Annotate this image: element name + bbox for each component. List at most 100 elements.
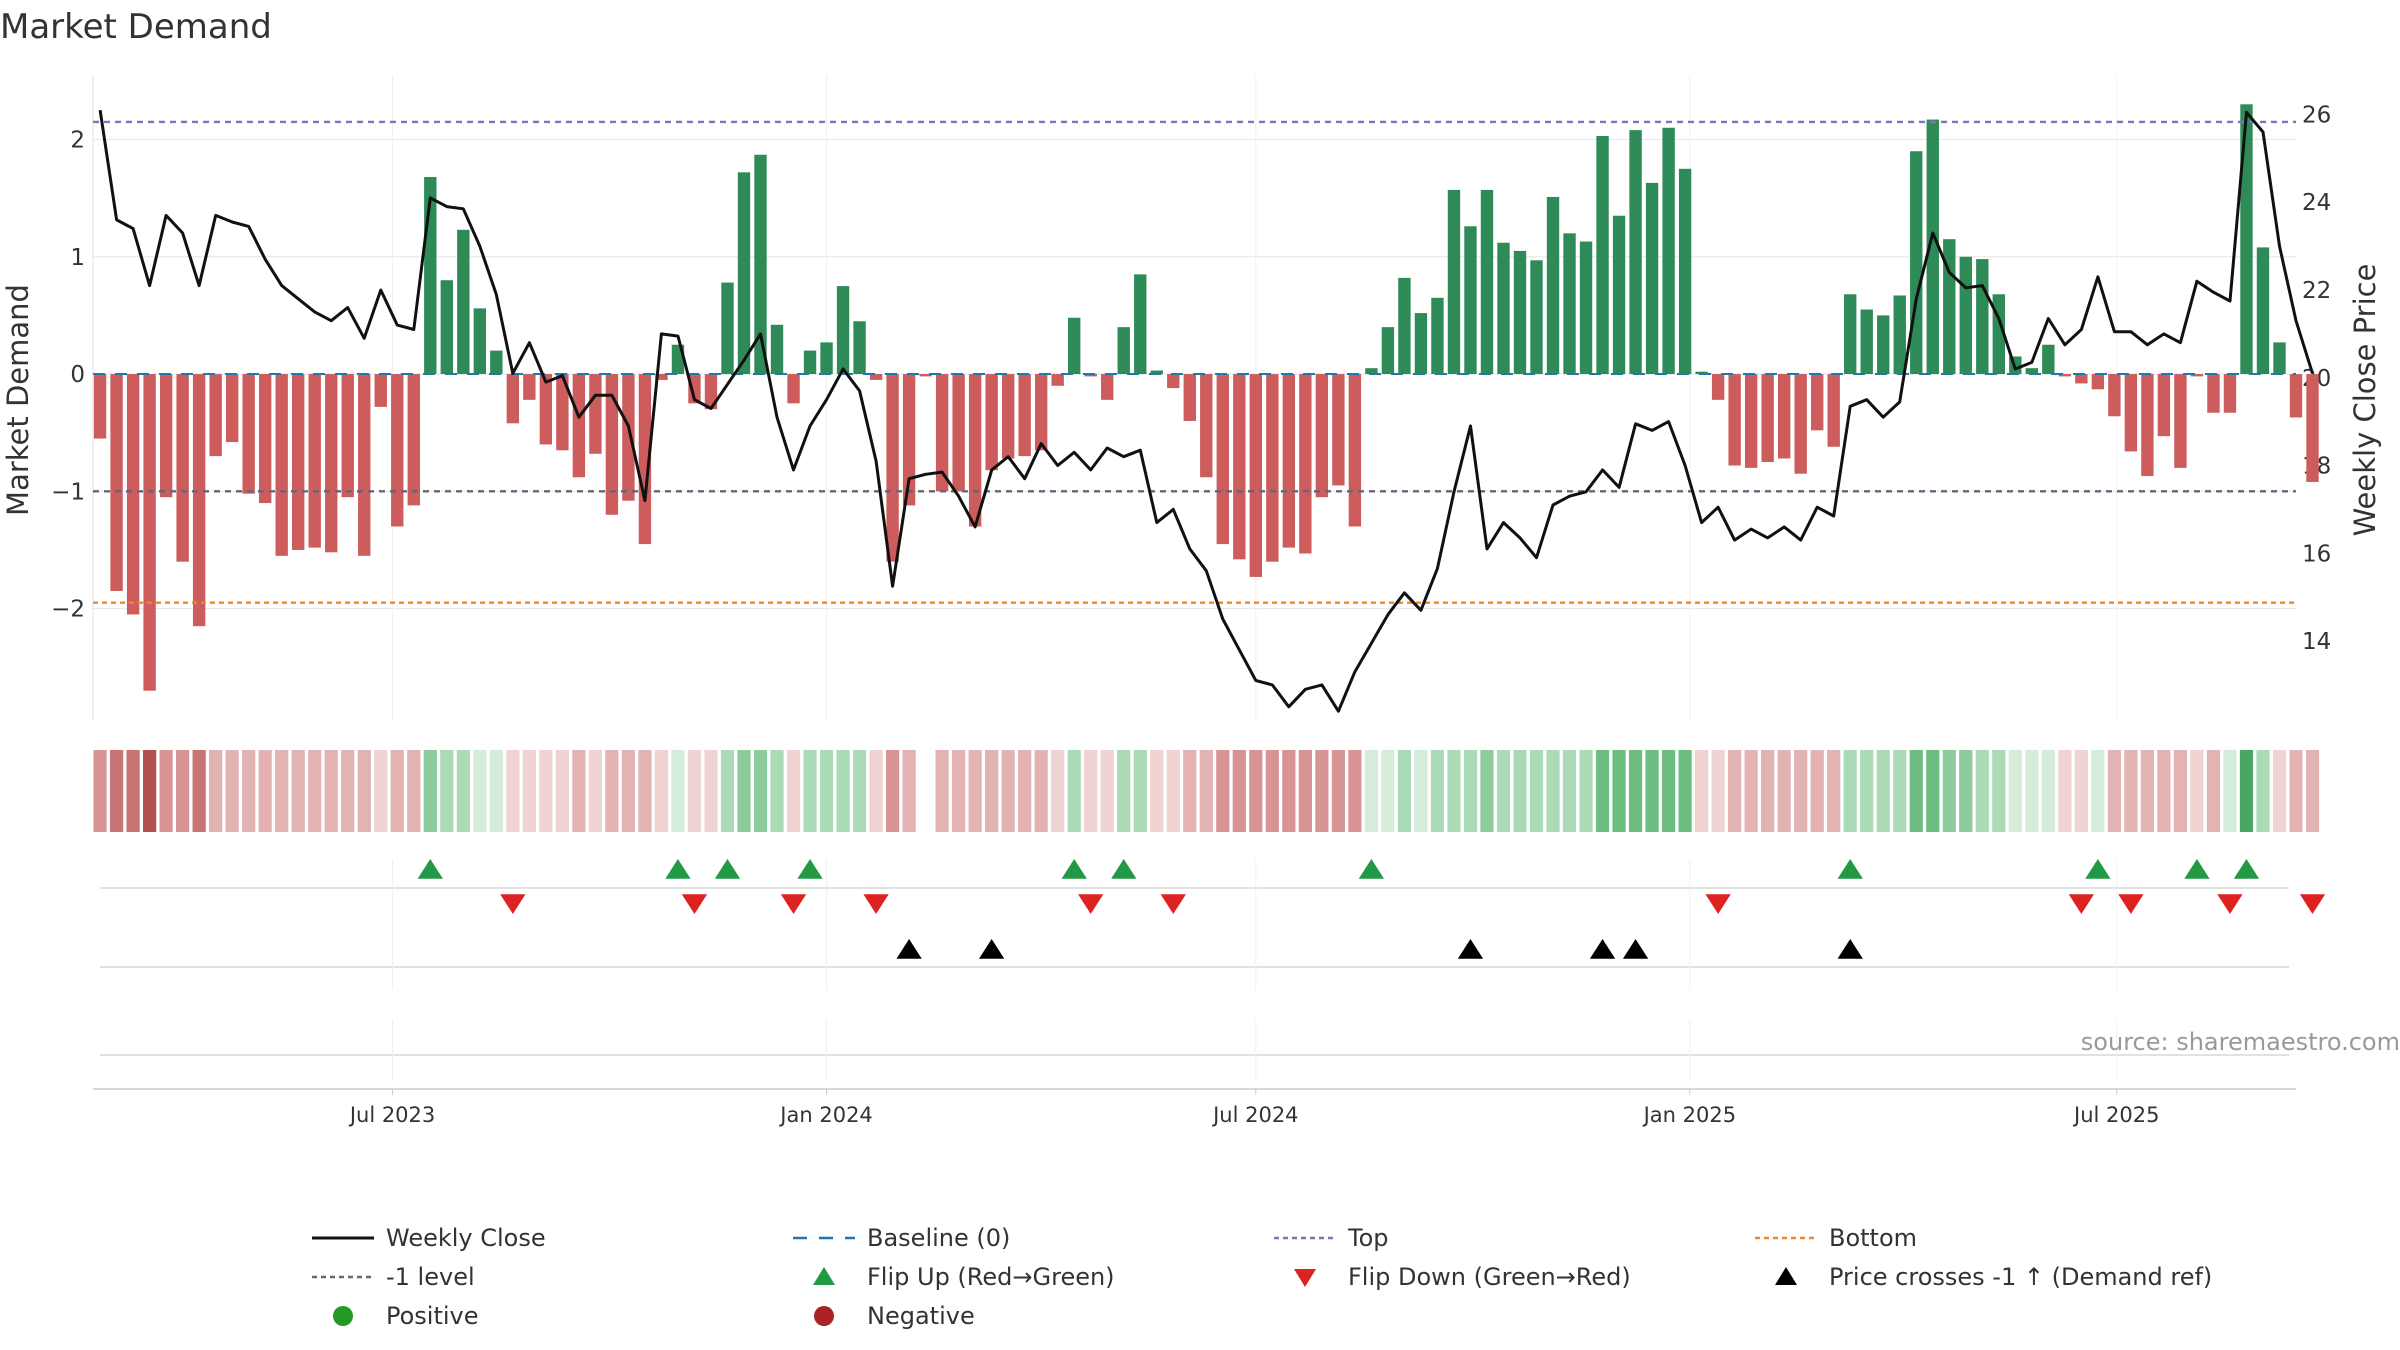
strip-cell: [242, 750, 256, 832]
demand-bar: [242, 374, 255, 494]
flip-down-marker: [2217, 894, 2243, 914]
strip-cell: [1562, 750, 1577, 832]
demand-bar: [2273, 342, 2286, 375]
demand-bar: [506, 374, 520, 424]
legend-swatch-positive: [333, 1306, 353, 1326]
legend-label: Baseline (0): [867, 1224, 1010, 1252]
demand-bar: [523, 374, 536, 400]
strip-cell: [737, 750, 751, 832]
demand-bar: [2075, 374, 2088, 384]
strip-cell: [952, 750, 966, 832]
demand-bar: [1299, 374, 1312, 554]
demand-bar: [605, 374, 619, 515]
date-axis: Jul 2023 Jan 2024 Jul 2024 Jan 2025 Jul 2025: [93, 1088, 2296, 1127]
y-axis-label: Market Demand: [1, 284, 35, 516]
strip-cell: [1678, 750, 1692, 832]
strip-cell: [1315, 750, 1329, 832]
demand-bar: [688, 374, 701, 404]
strip-cell: [885, 750, 900, 832]
demand-bar: [1216, 374, 1229, 545]
flip-down-marker: [2299, 894, 2326, 914]
strip-cell: [456, 750, 470, 832]
flip-up-marker: [2184, 859, 2210, 879]
demand-bar: [704, 374, 718, 410]
strip-cell: [588, 750, 603, 832]
strip-cell: [390, 750, 404, 832]
demand-bar: [952, 374, 965, 492]
demand-bar: [770, 324, 784, 375]
demand-bar: [1761, 374, 1774, 462]
strip-cell: [324, 750, 338, 832]
demand-bar: [853, 321, 866, 375]
strip-cell: [1249, 750, 1263, 832]
legend-item: Flip Down (Green→Red): [1294, 1263, 1631, 1291]
strip-cell: [1447, 750, 1461, 832]
strip-cell: [2058, 750, 2072, 832]
demand-bar: [126, 374, 140, 615]
strip-cell: [2140, 750, 2155, 832]
demand-bar: [225, 374, 239, 443]
demand-bar: [143, 374, 156, 691]
strip-cell: [1117, 750, 1131, 832]
demand-bar: [440, 280, 453, 375]
strip-cell: [2305, 750, 2320, 832]
demand-bar: [2207, 374, 2220, 413]
demand-bar: [1513, 250, 1527, 375]
demand-bar: [1464, 226, 1477, 375]
demand-bar: [556, 374, 569, 451]
strip-cell: [2206, 750, 2221, 832]
demand-bar: [737, 172, 751, 375]
demand-bar: [1497, 242, 1510, 375]
price-cross-marker: [1589, 939, 1616, 959]
strip-cell: [1761, 750, 1775, 832]
demand-bar: [176, 374, 189, 562]
legend-label: Negative: [867, 1302, 975, 1330]
strip-cell: [1992, 750, 2006, 832]
demand-bar: [1943, 239, 1956, 375]
demand-bar: [1629, 130, 1642, 375]
strip-cell: [1661, 750, 1676, 832]
strip-cell: [2124, 750, 2138, 832]
chart-title: Market Demand: [0, 7, 272, 47]
demand-bar: [919, 374, 932, 377]
strip-cell: [770, 750, 784, 832]
demand-bar: [258, 374, 272, 504]
strip-cell: [1430, 750, 1445, 832]
strip-cell: [1695, 750, 1709, 832]
demand-bar: [1447, 189, 1461, 375]
main-panel: −2−101214161820222426: [51, 75, 2331, 720]
strip-cell: [2256, 750, 2270, 832]
strip-cell: [1397, 750, 1412, 832]
flip-down-marker: [681, 894, 708, 914]
strip-cell: [819, 750, 834, 832]
strip-cell: [2223, 750, 2237, 832]
demand-bar: [2289, 374, 2303, 418]
strip-cell: [803, 750, 817, 832]
demand-bar: [374, 374, 387, 407]
demand-bar: [1579, 241, 1593, 375]
strip-cell: [489, 750, 503, 832]
demand-strip: [93, 750, 2320, 832]
legend-item: Bottom: [1755, 1224, 1917, 1252]
demand-bar: [1365, 368, 1378, 375]
strip-cell: [1480, 750, 1494, 832]
strip-cell: [1018, 750, 1032, 832]
x-tick-label: Jan 2025: [1642, 1103, 1737, 1127]
strip-cell: [192, 750, 206, 832]
demand-bar: [1101, 374, 1114, 400]
strip-cell: [1876, 750, 1890, 832]
strip-cell: [522, 750, 536, 832]
demand-bar: [1810, 374, 1824, 431]
demand-bar: [1200, 374, 1213, 478]
strip-cell: [671, 750, 685, 832]
demand-bar: [391, 374, 404, 527]
demand-bar: [638, 374, 652, 545]
demand-bar: [1678, 168, 1692, 375]
strip-cell: [1331, 750, 1345, 832]
strip-cell: [2157, 750, 2171, 832]
strip-cell: [143, 750, 157, 832]
legend-label: Flip Up (Red→Green): [867, 1263, 1115, 1291]
strip-cell: [308, 750, 322, 832]
demand-bar: [803, 350, 817, 375]
strip-cell: [720, 750, 735, 832]
